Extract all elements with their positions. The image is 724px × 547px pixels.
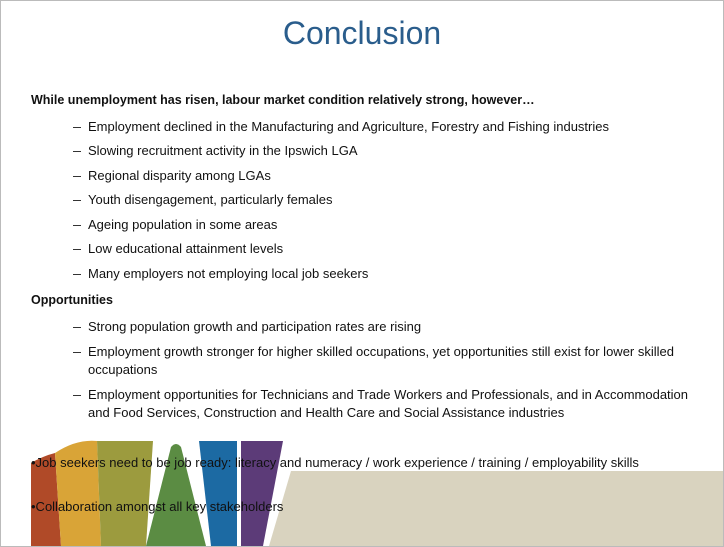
bullet-item: Regional disparity among LGAs — [88, 168, 271, 183]
bullet-dash — [73, 127, 81, 128]
bullet-item: Slowing recruitment activity in the Ipsw… — [88, 143, 358, 158]
bullet-item: Ageing population in some areas — [88, 217, 278, 232]
note: •Job seekers need to be job ready: liter… — [31, 455, 639, 470]
bullet-dash — [73, 352, 81, 353]
bullet-dash — [73, 200, 81, 201]
bullet-dash — [73, 274, 81, 275]
section-heading: While unemployment has risen, labour mar… — [31, 93, 535, 107]
bullet-dash — [73, 249, 81, 250]
bullet-item: Many employers not employing local job s… — [88, 266, 369, 281]
bullet-item: Youth disengagement, particularly female… — [88, 192, 333, 207]
bullet-item: Employment growth stronger for higher sk… — [88, 344, 674, 377]
bullet-item: Low educational attainment levels — [88, 241, 284, 256]
bullet-item: Employment opportunities for Technicians… — [88, 387, 689, 420]
bullet-dash — [73, 151, 81, 152]
note: •Collaboration amongst all key stakehold… — [31, 499, 284, 514]
bullet-dash — [73, 327, 81, 328]
bullet-item: Employment declined in the Manufacturing… — [88, 119, 609, 134]
bullet-item: Strong population growth and participati… — [88, 319, 422, 334]
bullet-dash — [73, 395, 81, 396]
title: Conclusion — [282, 15, 442, 51]
section-heading: Opportunities — [31, 293, 113, 307]
bullet-dash — [73, 176, 81, 177]
bullet-dash — [73, 225, 81, 226]
